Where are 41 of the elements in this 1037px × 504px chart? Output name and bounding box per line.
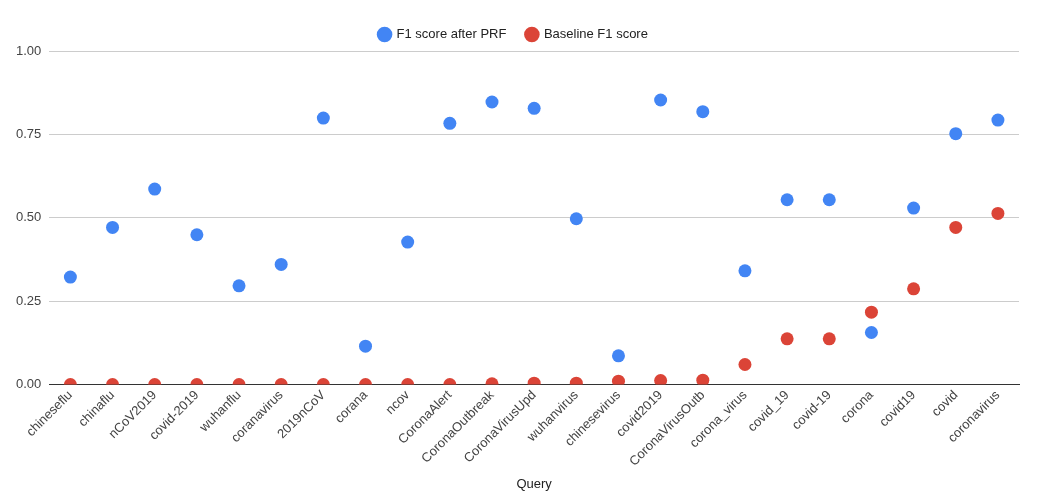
y-tick-label: 0.75 — [15, 125, 42, 141]
point — [822, 332, 836, 346]
point — [106, 220, 120, 234]
point — [780, 332, 794, 346]
point — [611, 374, 625, 385]
point — [654, 374, 668, 385]
point — [316, 111, 330, 125]
point — [949, 127, 963, 141]
point — [696, 373, 710, 385]
point — [991, 113, 1005, 127]
point — [274, 257, 288, 271]
point — [738, 264, 752, 278]
point — [738, 358, 752, 371]
point — [611, 349, 625, 363]
y-tick-label: 0.00 — [15, 376, 42, 392]
point — [864, 325, 878, 339]
point — [949, 220, 963, 234]
point — [907, 282, 921, 296]
point — [190, 228, 204, 242]
legend-label: F1 score after PRF — [396, 26, 507, 42]
point — [443, 116, 457, 130]
legend-label: Baseline F1 score — [543, 26, 648, 42]
y-tick-label: 0.25 — [15, 292, 42, 308]
point — [696, 105, 710, 119]
point — [527, 101, 541, 115]
point — [780, 193, 794, 207]
point — [63, 270, 77, 284]
point — [822, 193, 836, 207]
point — [654, 93, 668, 107]
point — [864, 305, 878, 319]
y-tick-label: 1.00 — [15, 42, 42, 58]
point — [569, 212, 583, 226]
point — [232, 279, 246, 293]
point — [401, 235, 415, 249]
point — [907, 201, 921, 215]
point — [359, 339, 373, 353]
point — [485, 95, 499, 109]
y-tick-label: 0.50 — [15, 209, 42, 225]
point — [991, 206, 1005, 220]
point — [148, 182, 162, 196]
x-axis-title: Query — [516, 475, 553, 491]
